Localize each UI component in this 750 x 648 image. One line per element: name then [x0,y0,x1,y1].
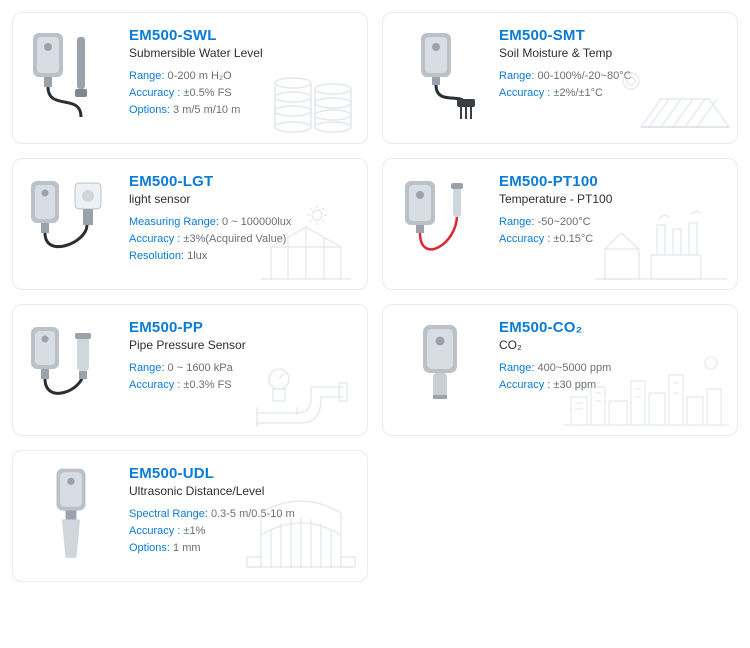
product-title: EM500-LGT [129,173,351,190]
product-title: EM500-UDL [129,465,351,482]
product-title: EM500-SMT [499,27,721,44]
product-title: EM500-PP [129,319,351,336]
product-image-smt [397,27,485,127]
product-specs: Range: 400~5000 ppm Accuracy : ±30 ppm [499,360,721,394]
product-subtitle: light sensor [129,192,351,206]
product-specs: Range: 0-200 m H₂O Accuracy : ±0.5% FS O… [129,68,351,119]
product-image-pt100 [397,173,485,273]
product-card-smt[interactable]: EM500-SMT Soil Moisture & Temp Range: 00… [382,12,738,144]
product-specs: Range: 00-100%/-20~80°C Accuracy : ±2%/±… [499,68,721,102]
product-subtitle: CO₂ [499,338,721,352]
product-title: EM500-PT100 [499,173,721,190]
product-image-lgt [27,173,115,273]
product-specs: Spectral Range: 0.3-5 m/0.5-10 m Accurac… [129,506,351,557]
product-card-co2[interactable]: EM500-CO₂ CO₂ Range: 400~5000 ppm Accura… [382,304,738,436]
product-card-udl[interactable]: EM500-UDL Ultrasonic Distance/Level Spec… [12,450,368,582]
product-title: EM500-CO₂ [499,319,721,336]
product-subtitle: Pipe Pressure Sensor [129,338,351,352]
product-specs: Range: -50~200°C Accuracy : ±0.15°C [499,214,721,248]
product-card-swl[interactable]: EM500-SWL Submersible Water Level Range:… [12,12,368,144]
product-card-lgt[interactable]: EM500-LGT light sensor Measuring Range: … [12,158,368,290]
product-title: EM500-SWL [129,27,351,44]
product-grid: EM500-SWL Submersible Water Level Range:… [12,12,738,582]
product-specs: Range: 0 ~ 1600 kPa Accuracy : ±0.3% FS [129,360,351,394]
product-subtitle: Soil Moisture & Temp [499,46,721,60]
product-image-udl [27,465,115,565]
product-image-swl [27,27,115,127]
product-card-pt100[interactable]: EM500-PT100 Temperature - PT100 Range: -… [382,158,738,290]
product-subtitle: Ultrasonic Distance/Level [129,484,351,498]
product-image-pp [27,319,115,419]
product-subtitle: Submersible Water Level [129,46,351,60]
product-image-co2 [397,319,485,419]
product-specs: Measuring Range: 0 ~ 100000lux Accuracy … [129,214,351,265]
product-subtitle: Temperature - PT100 [499,192,721,206]
product-card-pp[interactable]: EM500-PP Pipe Pressure Sensor Range: 0 ~… [12,304,368,436]
